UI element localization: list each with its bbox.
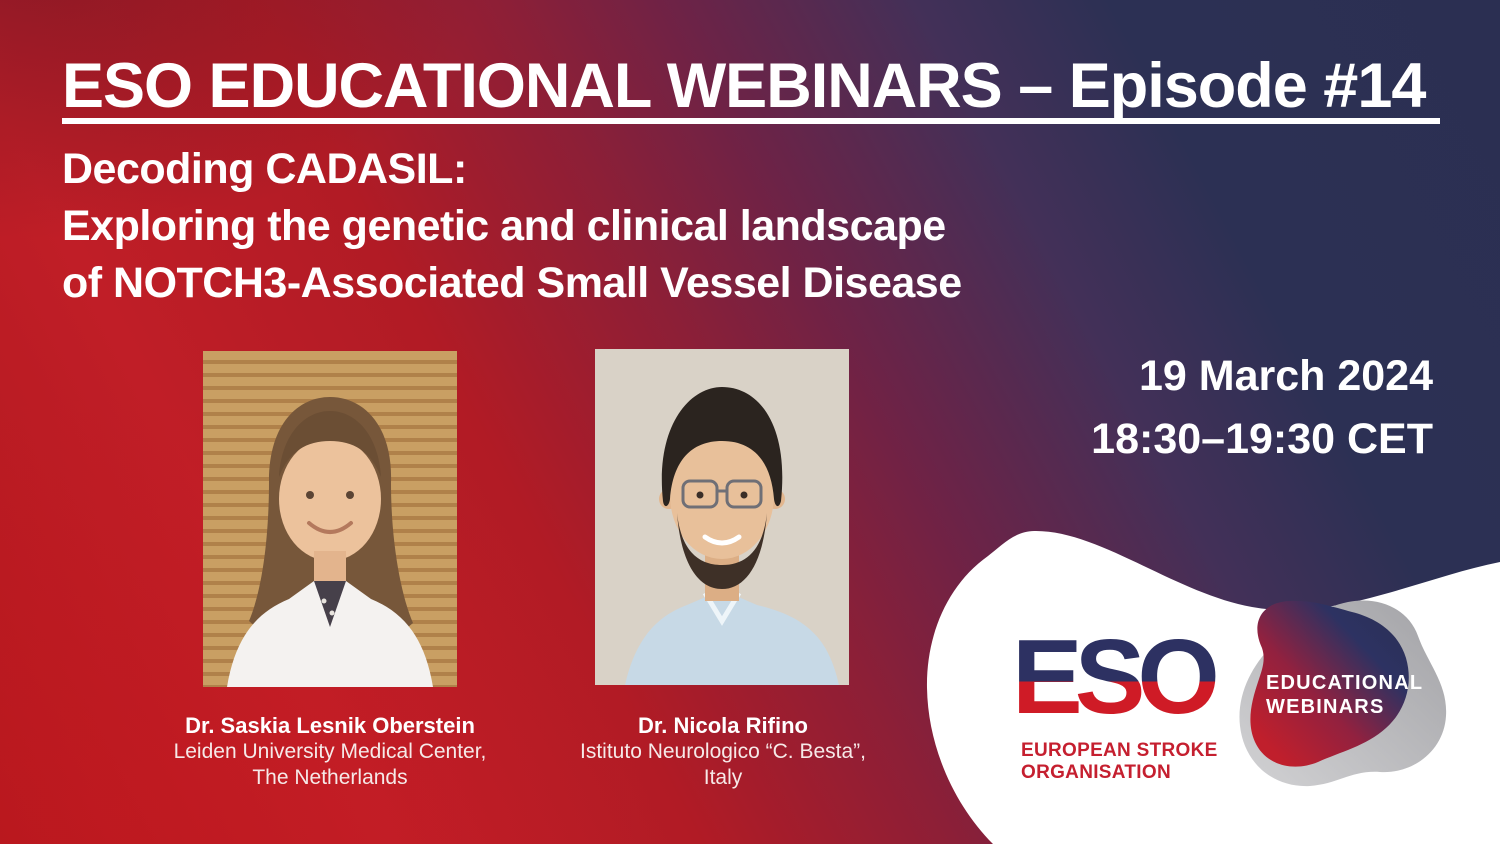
webinar-date: 19 March 2024 [1138, 352, 1433, 400]
webinar-subtitle: Decoding CADASIL: Exploring the genetic … [62, 141, 1122, 312]
speaker-affiliation-line-1: Istituto Neurologico “C. Besta”, [580, 740, 866, 763]
subtitle-line-3: of NOTCH3-Associated Small Vessel Diseas… [62, 259, 962, 307]
subtitle-line-1: Decoding CADASIL: [62, 145, 467, 193]
schedule-block: 19 March 2024 18:30–19:30 CET [1091, 345, 1433, 471]
speaker-name: Dr. Nicola Rifino [638, 713, 808, 738]
eso-logo-name: EUROPEAN STROKE ORGANISATION [1021, 740, 1218, 784]
subtitle-line-2: Exploring the genetic and clinical lands… [62, 202, 946, 250]
speaker-affiliation-line-2: The Netherlands [252, 766, 408, 789]
speaker-caption-nicola: Dr. Nicola Rifino Istituto Neurologico “… [513, 713, 933, 791]
eso-name-line-1: EUROPEAN STROKE [1021, 740, 1218, 761]
page-title: ESO EDUCATIONAL WEBINARS – Episode #14 [62, 51, 1426, 121]
badge-gradient-blob [1250, 600, 1409, 767]
speaker-name: Dr. Saskia Lesnik Oberstein [185, 713, 475, 738]
speaker-caption-saskia: Dr. Saskia Lesnik Oberstein Leiden Unive… [120, 713, 540, 791]
speaker-photo-nicola [595, 349, 849, 685]
speaker-photo-saskia [203, 351, 457, 687]
badge-line-1: EDUCATIONAL [1266, 672, 1424, 694]
speaker-portrait-illustration [227, 397, 433, 687]
speaker-affiliation-line-2: Italy [703, 766, 743, 789]
title-underline [62, 118, 1440, 124]
speaker-portrait-illustration [625, 387, 839, 685]
webinar-time: 18:30–19:30 CET [1091, 415, 1433, 463]
eso-logo-acronym: ESO [1012, 624, 1215, 736]
speaker-affiliation-line-1: Leiden University Medical Center, [173, 740, 487, 763]
eso-logo: ESO [1012, 624, 1223, 736]
educational-webinars-badge: EDUCATIONAL WEBINARS [1266, 671, 1423, 719]
badge-line-2: WEBINARS [1266, 696, 1385, 718]
eso-name-line-2: ORGANISATION [1021, 762, 1171, 783]
